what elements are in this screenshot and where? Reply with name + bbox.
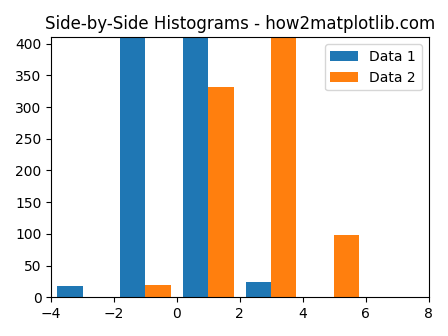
Bar — [334, 235, 359, 297]
Bar — [246, 282, 271, 297]
Bar — [121, 0, 146, 297]
Bar — [57, 287, 82, 297]
Bar — [183, 0, 208, 297]
Bar — [208, 87, 233, 297]
Legend: Data 1, Data 2: Data 1, Data 2 — [325, 44, 422, 90]
Bar — [271, 0, 297, 297]
Bar — [146, 285, 171, 297]
Title: Side-by-Side Histograms - how2matplotlib.com: Side-by-Side Histograms - how2matplotlib… — [45, 15, 435, 33]
